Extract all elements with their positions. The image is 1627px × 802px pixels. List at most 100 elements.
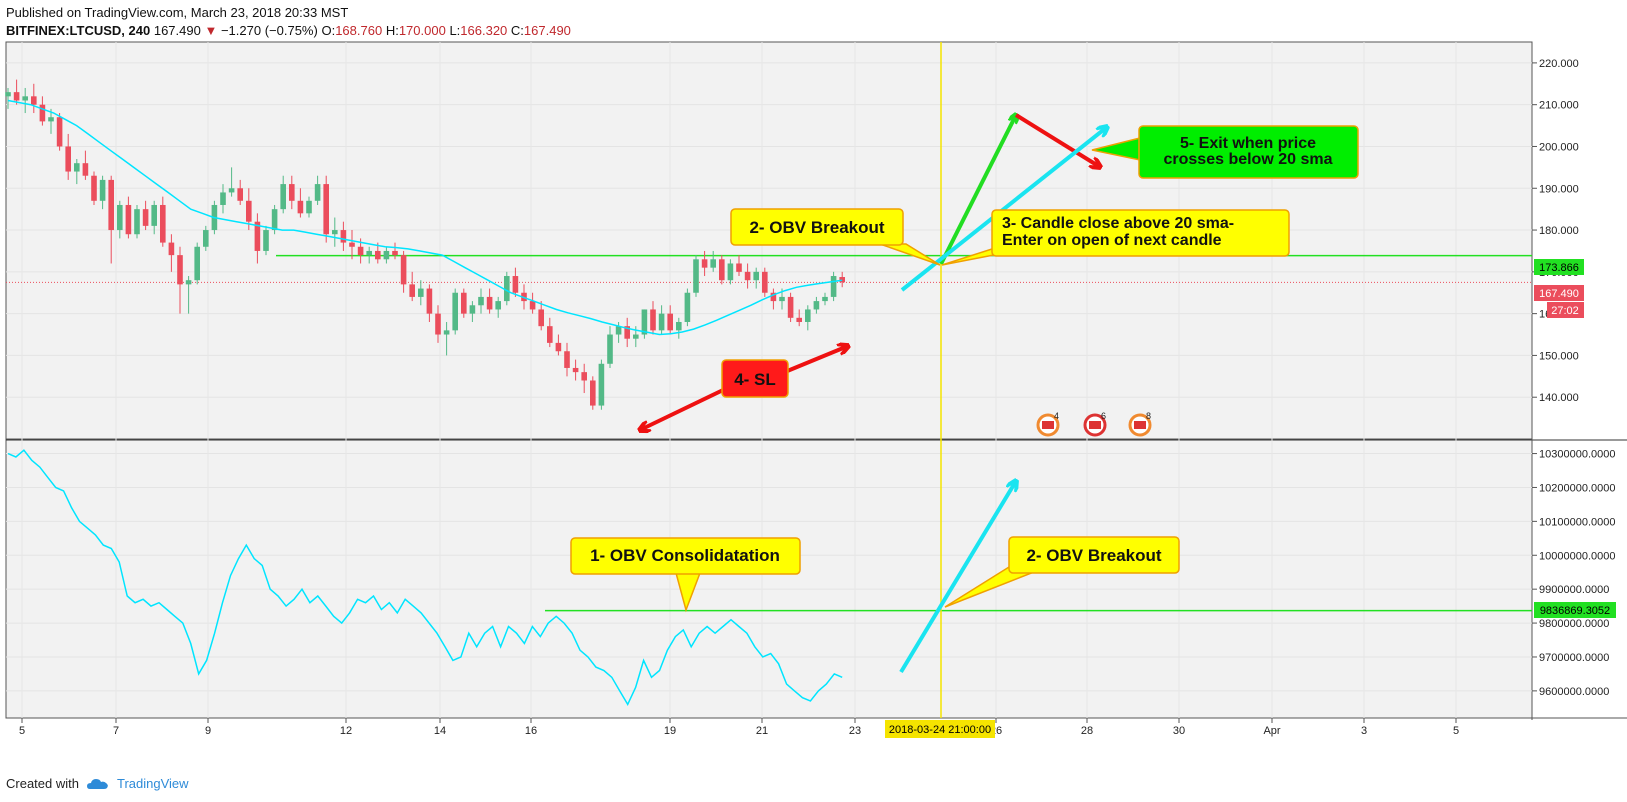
created-with-label: Created with bbox=[6, 776, 79, 791]
obv-tick-label: 9700000.0000 bbox=[1539, 652, 1609, 664]
candle-body bbox=[615, 326, 622, 335]
candle-body bbox=[658, 313, 665, 331]
price-tick-label: 150.000 bbox=[1539, 350, 1579, 362]
candle-body bbox=[185, 280, 192, 285]
callout-exit-line2: crosses below 20 sma bbox=[1164, 151, 1333, 168]
candle-body bbox=[512, 276, 519, 293]
published-line: Published on TradingView.com, March 23, … bbox=[6, 5, 349, 20]
crosshair-date-box bbox=[885, 720, 995, 738]
candle-body bbox=[392, 250, 398, 256]
time-tick-label: 9 bbox=[205, 725, 211, 737]
candle-body bbox=[48, 117, 54, 122]
candle-body bbox=[839, 277, 845, 283]
candle-body bbox=[13, 92, 20, 101]
candle-body bbox=[770, 292, 777, 302]
open-value: 168.760 bbox=[335, 23, 383, 38]
candle-body bbox=[254, 221, 261, 251]
grid bbox=[6, 42, 1532, 718]
low-value: 166.320 bbox=[460, 23, 508, 38]
price-tick-label: 210.000 bbox=[1539, 100, 1579, 112]
candle-body bbox=[263, 230, 269, 251]
chart-header: Published on TradingView.com, March 23, … bbox=[6, 4, 571, 40]
time-tick-label: 30 bbox=[1173, 725, 1185, 737]
obv-tick-label: 9800000.0000 bbox=[1539, 618, 1609, 630]
callout-consolidation[interactable] bbox=[570, 537, 801, 575]
candle-body bbox=[590, 380, 596, 406]
candle-body bbox=[117, 204, 123, 231]
price-tick-label: 190.000 bbox=[1539, 183, 1579, 195]
chart-svg[interactable]: 220.000210.000200.000190.000180.000170.0… bbox=[0, 40, 1627, 800]
event-icon-1[interactable]: 4 bbox=[1036, 411, 1060, 437]
time-tick-label: 12 bbox=[340, 725, 352, 737]
tradingview-link[interactable]: TradingView bbox=[116, 776, 189, 791]
candle-body bbox=[306, 200, 312, 214]
candle-body bbox=[727, 263, 734, 281]
candle-body bbox=[443, 330, 450, 335]
candle-body bbox=[297, 200, 304, 214]
callout-candle-close[interactable] bbox=[991, 209, 1290, 257]
callout-obv-breakout-top[interactable] bbox=[730, 208, 904, 246]
price-tick-label: 140.000 bbox=[1539, 392, 1579, 404]
candle-body bbox=[779, 296, 785, 302]
candle-body bbox=[547, 326, 553, 343]
callout-exit-line1: 5- Exit when price bbox=[1180, 135, 1316, 152]
symbol-name[interactable]: BITFINEX:LTCUSD, 240 bbox=[6, 23, 151, 38]
time-tick-label: 5 bbox=[1453, 725, 1459, 737]
price-tick-label: 220.000 bbox=[1539, 58, 1579, 70]
candle-body bbox=[314, 184, 321, 201]
time-tick-label: 14 bbox=[434, 725, 446, 737]
candle-body bbox=[762, 271, 768, 293]
time-tick-label: 23 bbox=[849, 725, 861, 737]
callout-exit[interactable] bbox=[1138, 125, 1359, 179]
candle-body bbox=[289, 184, 295, 201]
candle-body bbox=[504, 276, 510, 302]
candle-body bbox=[624, 326, 630, 339]
candle-body bbox=[31, 96, 37, 105]
callout-obv-breakout-bottom[interactable] bbox=[1008, 536, 1180, 574]
obv-level-badge-text: 9836869.3052 bbox=[1540, 605, 1610, 617]
event-icon-2[interactable]: 6 bbox=[1083, 411, 1107, 437]
candle-body bbox=[813, 301, 820, 310]
candle-body bbox=[366, 250, 372, 256]
obv-line bbox=[7, 449, 843, 707]
candle-body bbox=[736, 263, 742, 272]
time-tick-label: 5 bbox=[19, 725, 25, 737]
candle-body bbox=[564, 351, 570, 368]
candle-body bbox=[271, 209, 278, 231]
level-price-badge-text: 173.866 bbox=[1539, 262, 1579, 274]
candle-body bbox=[469, 305, 476, 314]
obv-pane[interactable] bbox=[5, 439, 1533, 719]
candle-body bbox=[529, 301, 536, 310]
high-value: 170.000 bbox=[398, 23, 446, 38]
obv-tick-label: 10300000.0000 bbox=[1539, 449, 1615, 461]
candle-body bbox=[349, 242, 355, 247]
last-price: 167.490 bbox=[153, 23, 201, 38]
candle-body bbox=[160, 204, 166, 243]
candle-body bbox=[486, 296, 493, 310]
candle-body bbox=[375, 250, 381, 260]
candle-body bbox=[65, 146, 71, 172]
tradingview-cloud-icon bbox=[86, 778, 108, 789]
candle-body bbox=[538, 309, 544, 327]
callout-consolidation-text: 1- OBV Consolidatation bbox=[590, 546, 780, 565]
candle-body bbox=[125, 204, 132, 235]
candle-body bbox=[753, 271, 759, 281]
sma20-line bbox=[7, 99, 843, 336]
sl-arrow-right bbox=[779, 346, 848, 376]
us-flag-icon bbox=[1134, 421, 1146, 429]
candle-body bbox=[220, 192, 226, 205]
candle-body bbox=[280, 184, 286, 210]
candle-body bbox=[572, 367, 579, 373]
callout-sl[interactable] bbox=[721, 359, 789, 398]
candle-body bbox=[383, 250, 390, 260]
event-icon-3[interactable]: 8 bbox=[1128, 411, 1152, 437]
event-count-1: 4 bbox=[1054, 411, 1059, 421]
event-count-2: 6 bbox=[1101, 411, 1106, 421]
candle-body bbox=[478, 296, 484, 306]
price-change: −1.270 (−0.75%) bbox=[220, 23, 318, 38]
symbol-line: BITFINEX:LTCUSD, 240 167.490 ▼ −1.270 (−… bbox=[6, 22, 571, 40]
us-flag-icon bbox=[1089, 421, 1101, 429]
candle-body bbox=[684, 292, 691, 322]
cyan-projection-arrow-bottom bbox=[899, 481, 1016, 674]
callout-candle-close-line2: Enter on open of next candle bbox=[1002, 232, 1222, 249]
